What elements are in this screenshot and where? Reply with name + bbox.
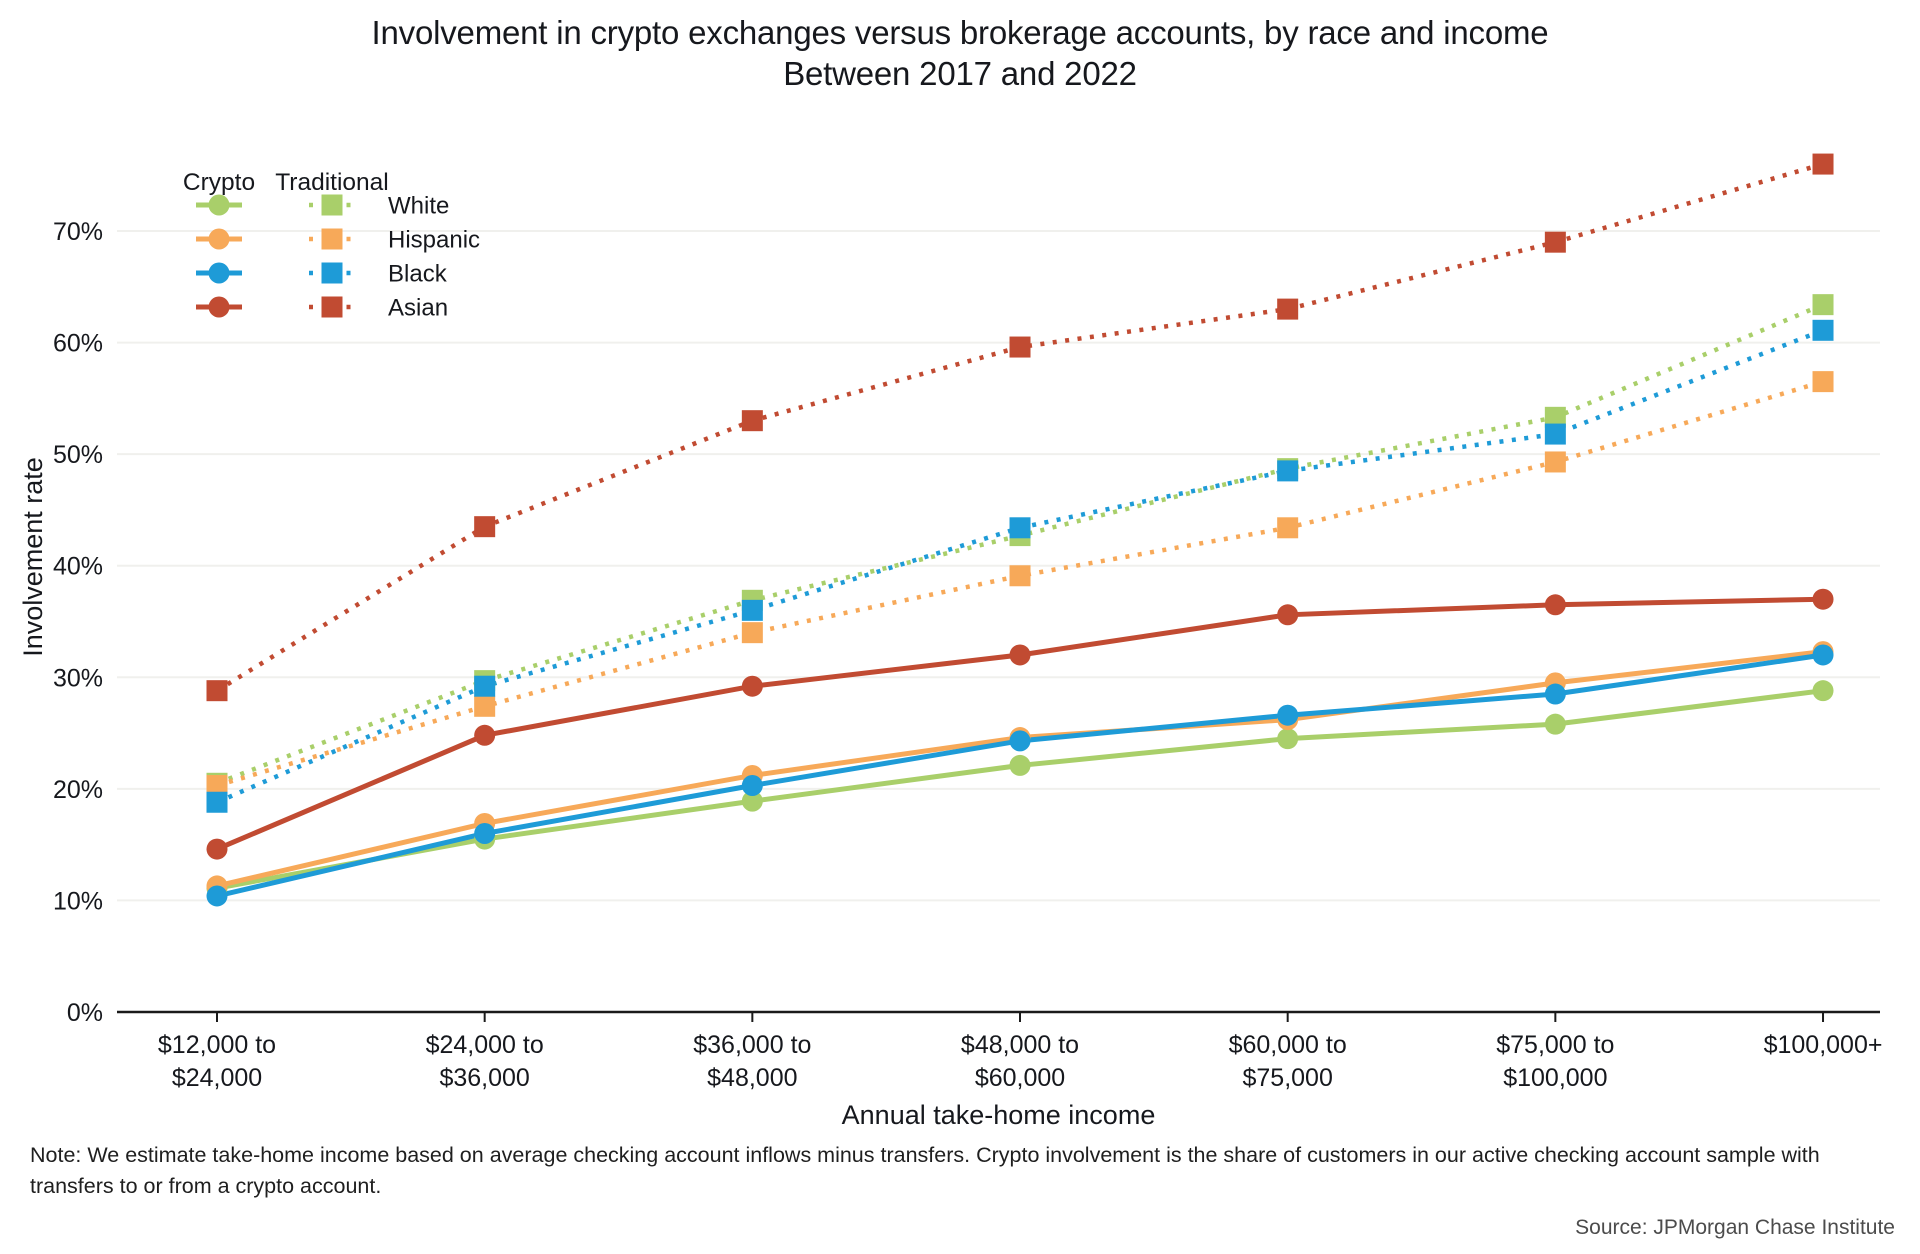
x-axis-title: Annual take-home income [842, 1100, 1156, 1130]
y-tick-label-0: 0% [67, 999, 103, 1027]
legend-traditional-marker-asian [321, 296, 343, 318]
marker-crypto-black-6 [1812, 644, 1834, 666]
marker-crypto-black-1 [474, 822, 496, 844]
marker-traditional-asian-6 [1812, 153, 1834, 175]
marker-traditional-black-2 [741, 599, 763, 621]
marker-traditional-asian-3 [1009, 336, 1031, 358]
y-tick-label-30: 30% [53, 664, 103, 692]
legend-header-crypto: Crypto [183, 169, 255, 196]
y-tick-label-50: 50% [53, 441, 103, 469]
y-tick-label-60: 60% [53, 330, 103, 358]
y-tick-label-40: 40% [53, 553, 103, 581]
x-tick-label-3-line2: $60,000 [975, 1064, 1065, 1092]
source-credit: Source: JPMorgan Chase Institute [1575, 1216, 1895, 1239]
marker-crypto-asian-6 [1812, 588, 1834, 610]
marker-traditional-hispanic-1 [474, 695, 496, 717]
marker-traditional-asian-0 [206, 680, 228, 702]
marker-traditional-white-6 [1812, 294, 1834, 316]
chart-title-line1: Involvement in crypto exchanges versus b… [371, 14, 1549, 51]
marker-traditional-asian-1 [474, 516, 496, 538]
marker-crypto-black-5 [1544, 683, 1566, 705]
marker-traditional-black-1 [474, 675, 496, 697]
x-tick-label-2-line1: $36,000 to [693, 1031, 811, 1059]
marker-crypto-asian-0 [206, 838, 228, 860]
marker-traditional-asian-2 [741, 410, 763, 432]
marker-crypto-white-6 [1812, 680, 1834, 702]
marker-crypto-black-2 [741, 775, 763, 797]
marker-traditional-hispanic-3 [1009, 565, 1031, 587]
legend-label-black: Black [388, 261, 448, 288]
marker-crypto-black-0 [206, 885, 228, 907]
marker-crypto-white-4 [1277, 728, 1299, 750]
x-tick-label-6-line1: $100,000+ [1764, 1031, 1883, 1059]
marker-crypto-asian-2 [741, 675, 763, 697]
marker-crypto-white-2 [741, 790, 763, 812]
legend-label-asian: Asian [388, 295, 448, 322]
marker-traditional-hispanic-2 [741, 622, 763, 644]
marker-crypto-black-4 [1277, 704, 1299, 726]
x-tick-label-4-line1: $60,000 to [1229, 1031, 1347, 1059]
marker-traditional-asian-5 [1544, 231, 1566, 253]
legend-label-white: White [388, 193, 449, 220]
x-tick-label-2-line2: $48,000 [707, 1064, 797, 1092]
marker-traditional-hispanic-5 [1544, 451, 1566, 473]
line-crypto-asian [216, 596, 1824, 852]
marker-crypto-black-3 [1009, 730, 1031, 752]
chart-title: Involvement in crypto exchanges versus b… [0, 12, 1920, 94]
marker-traditional-black-4 [1277, 460, 1299, 482]
marker-traditional-black-5 [1544, 423, 1566, 445]
x-tick-label-4-line2: $75,000 [1242, 1064, 1332, 1092]
y-tick-label-20: 20% [53, 776, 103, 804]
footnote: Note: We estimate take-home income based… [30, 1143, 1820, 1198]
x-tick-label-5-line2: $100,000 [1503, 1064, 1607, 1092]
marker-traditional-black-3 [1009, 517, 1031, 539]
legend-crypto-marker-asian [208, 296, 230, 318]
marker-crypto-asian-5 [1544, 594, 1566, 616]
x-tick-label-0-line1: $12,000 to [158, 1031, 276, 1059]
marker-crypto-asian-4 [1277, 604, 1299, 626]
marker-traditional-black-0 [206, 791, 228, 813]
marker-crypto-white-5 [1544, 713, 1566, 735]
marker-traditional-white-5 [1544, 406, 1566, 428]
marker-traditional-hispanic-6 [1812, 371, 1834, 393]
y-tick-label-10: 10% [53, 887, 103, 915]
x-tick-label-1-line1: $24,000 to [426, 1031, 544, 1059]
y-tick-label-70: 70% [53, 218, 103, 246]
legend-traditional-marker-hispanic [321, 228, 343, 250]
x-tick-label-3-line1: $48,000 to [961, 1031, 1079, 1059]
x-tick-label-0-line2: $24,000 [172, 1064, 262, 1092]
legend-header-traditional: Traditional [275, 169, 388, 196]
marker-crypto-asian-3 [1009, 644, 1031, 666]
marker-traditional-hispanic-0 [206, 775, 228, 797]
marker-traditional-black-6 [1812, 319, 1834, 341]
y-axis-title: Involvement rate [18, 457, 48, 657]
legend-traditional-marker-white [321, 194, 343, 216]
marker-crypto-white-3 [1009, 754, 1031, 776]
legend-label-hispanic: Hispanic [388, 227, 480, 254]
legend-crypto-marker-black [208, 262, 230, 284]
legend-crypto-marker-white [208, 194, 230, 216]
x-tick-label-1-line2: $36,000 [439, 1064, 529, 1092]
marker-crypto-asian-1 [474, 724, 496, 746]
marker-traditional-asian-4 [1277, 298, 1299, 320]
x-tick-label-5-line1: $75,000 to [1496, 1031, 1614, 1059]
legend-traditional-marker-black [321, 262, 343, 284]
marker-traditional-hispanic-4 [1277, 517, 1299, 539]
legend-crypto-marker-hispanic [208, 228, 230, 250]
chart-title-line2: Between 2017 and 2022 [783, 55, 1137, 92]
